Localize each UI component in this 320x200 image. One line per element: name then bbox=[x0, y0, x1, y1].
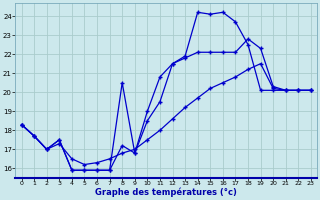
X-axis label: Graphe des températures (°c): Graphe des températures (°c) bbox=[95, 188, 237, 197]
